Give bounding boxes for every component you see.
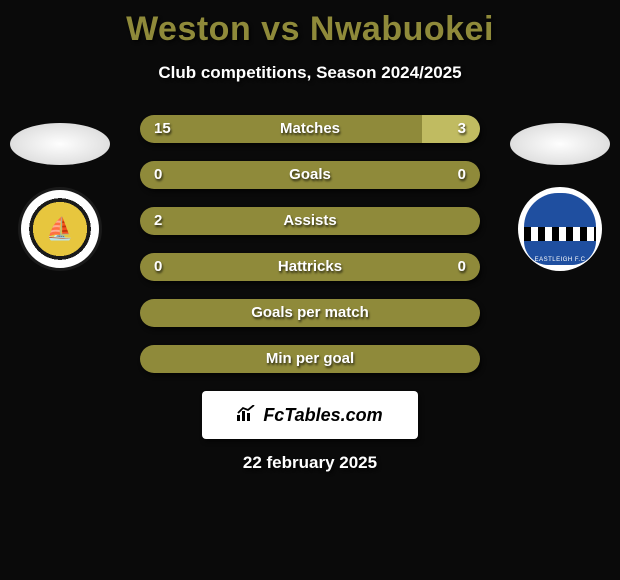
date-text: 22 february 2025: [0, 453, 620, 473]
stat-label: Matches: [140, 115, 480, 143]
stat-label: Hattricks: [140, 253, 480, 281]
ship-icon: ⛵: [46, 216, 73, 242]
stat-bar: 00Hattricks: [140, 253, 480, 281]
page-subtitle: Club competitions, Season 2024/2025: [0, 63, 620, 83]
stat-bar: Goals per match: [140, 299, 480, 327]
stat-bar: 00Goals: [140, 161, 480, 189]
stat-bars: 153Matches 00Goals 2Assists 00Hattricks Goal…: [140, 115, 480, 373]
watermark-text: FcTables.com: [263, 405, 382, 426]
stat-bar: 2Assists: [140, 207, 480, 235]
crest-text: EASTLEIGH F.C: [518, 257, 602, 263]
stat-label: Min per goal: [140, 345, 480, 373]
stat-label: Assists: [140, 207, 480, 235]
player-left-avatar: [10, 123, 110, 165]
chart-icon: [237, 405, 257, 426]
stat-label: Goals per match: [140, 299, 480, 327]
stat-label: Goals: [140, 161, 480, 189]
player-right-avatar: [510, 123, 610, 165]
stat-bar: 153Matches: [140, 115, 480, 143]
club-crest-right: EASTLEIGH F.C: [518, 187, 602, 271]
page-title: Weston vs Nwabuokei: [0, 0, 620, 49]
club-crest-left: ⛵: [18, 187, 102, 271]
comparison-content: ⛵ EASTLEIGH F.C 153Matches 00Goals 2Assist…: [0, 115, 620, 473]
stat-bar: Min per goal: [140, 345, 480, 373]
watermark: FcTables.com: [202, 391, 418, 439]
